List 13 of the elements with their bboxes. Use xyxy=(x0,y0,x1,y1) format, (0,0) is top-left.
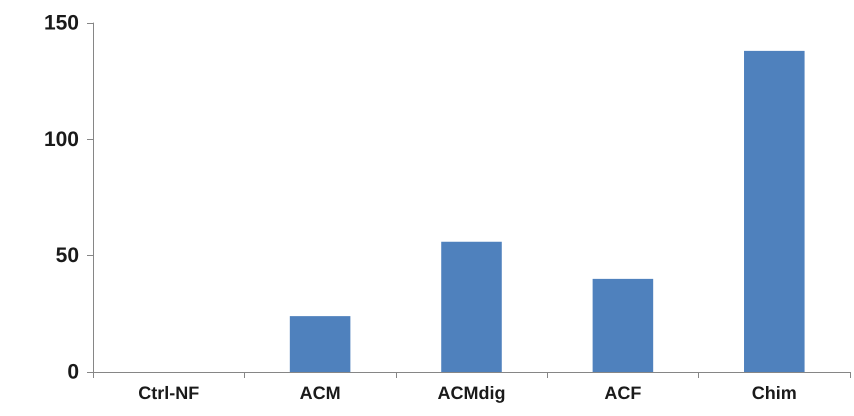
y-tick-label: 100 xyxy=(44,128,79,151)
x-tick-label: ACF xyxy=(604,383,642,403)
x-tick-label: ACMdig xyxy=(438,383,506,403)
bar xyxy=(441,242,502,372)
x-tick-label: Ctrl-NF xyxy=(138,383,200,403)
bar xyxy=(290,316,350,372)
y-tick-label: 0 xyxy=(67,360,79,384)
y-tick-label: 150 xyxy=(44,12,79,34)
bar xyxy=(592,278,654,372)
y-tick-label: 50 xyxy=(56,244,79,268)
x-tick-label: Chim xyxy=(752,383,797,403)
x-tick-label: ACM xyxy=(300,383,341,403)
bar xyxy=(744,50,805,372)
